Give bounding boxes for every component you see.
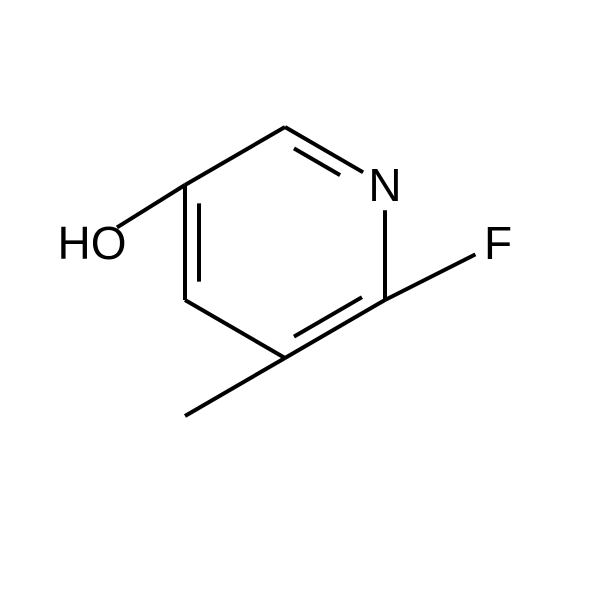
atom-label-f: F	[484, 217, 512, 269]
bond-line	[385, 254, 475, 300]
bond-line	[117, 185, 185, 227]
bond-line	[185, 127, 285, 185]
atom-label-oh: HO	[58, 217, 127, 269]
bond-line	[294, 297, 362, 336]
bond-line	[285, 300, 385, 358]
atom-label-n: N	[368, 159, 401, 211]
bond-line	[185, 358, 285, 416]
bond-line	[185, 300, 285, 358]
bond-line	[294, 148, 340, 175]
